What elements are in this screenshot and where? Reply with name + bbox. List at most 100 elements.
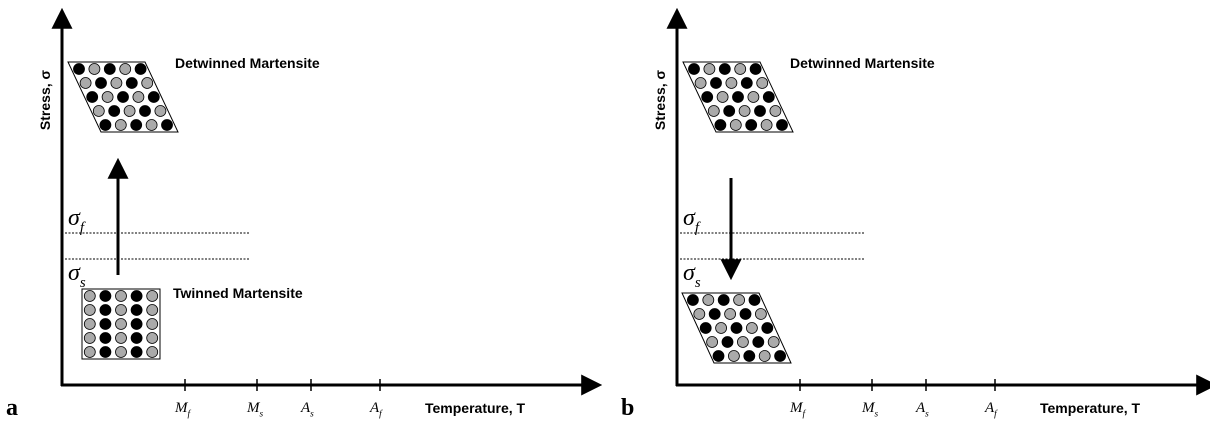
lattice-outline bbox=[682, 61, 794, 133]
tick-label: Mf bbox=[174, 400, 192, 420]
atom bbox=[115, 290, 127, 302]
atom bbox=[83, 290, 96, 302]
atom bbox=[99, 332, 112, 344]
subscript: f bbox=[803, 409, 807, 420]
atom bbox=[718, 63, 731, 75]
atom bbox=[99, 304, 112, 316]
atom bbox=[145, 119, 158, 131]
atom bbox=[776, 119, 788, 131]
subscript: s bbox=[80, 275, 86, 291]
stress-label: σs bbox=[68, 260, 86, 291]
atom bbox=[99, 346, 112, 358]
atom bbox=[125, 77, 138, 89]
atom bbox=[79, 77, 92, 89]
atom bbox=[706, 336, 718, 348]
atom bbox=[749, 63, 762, 75]
tick-label: Af bbox=[369, 400, 383, 420]
atom bbox=[774, 350, 786, 362]
atom bbox=[108, 105, 121, 117]
atom bbox=[746, 322, 758, 334]
symbol: σ bbox=[683, 260, 696, 286]
atom bbox=[769, 105, 782, 117]
atom bbox=[134, 63, 147, 75]
tick-label: Ms bbox=[246, 400, 264, 420]
atom bbox=[699, 322, 712, 334]
atom bbox=[88, 63, 101, 75]
subscript: s bbox=[925, 410, 929, 420]
tick-label: Af bbox=[984, 400, 998, 420]
tick-label: Ms bbox=[861, 400, 879, 420]
atom bbox=[754, 105, 766, 117]
subscript: f bbox=[994, 409, 998, 420]
atom bbox=[767, 336, 780, 348]
atom bbox=[83, 346, 96, 358]
atom bbox=[733, 294, 745, 306]
atom bbox=[732, 91, 744, 103]
atom bbox=[740, 77, 753, 89]
atom bbox=[721, 336, 734, 348]
atom bbox=[747, 91, 760, 103]
atom bbox=[703, 63, 716, 75]
atom bbox=[687, 294, 699, 306]
tick-label: As bbox=[300, 400, 314, 420]
atom bbox=[130, 318, 143, 330]
atom bbox=[130, 290, 143, 302]
atom bbox=[83, 318, 96, 330]
atom bbox=[745, 119, 758, 131]
x-axis-label: Temperature, T bbox=[1040, 400, 1141, 416]
atom bbox=[130, 346, 143, 358]
atom bbox=[99, 290, 112, 302]
atom bbox=[95, 77, 107, 89]
atom bbox=[123, 105, 136, 117]
atom bbox=[688, 63, 700, 75]
x-axis-label: Temperature, T bbox=[425, 400, 526, 416]
atom bbox=[146, 290, 159, 302]
symbol: σ bbox=[683, 205, 696, 231]
atom bbox=[161, 119, 173, 131]
atom bbox=[715, 322, 727, 334]
atom bbox=[737, 336, 749, 348]
panel-label: b bbox=[621, 395, 634, 421]
atom bbox=[86, 91, 99, 103]
atom bbox=[756, 77, 769, 89]
phase-label: Detwinned Martensite bbox=[790, 55, 935, 71]
tick-label: As bbox=[915, 400, 929, 420]
atom bbox=[710, 77, 722, 89]
subscript: f bbox=[379, 409, 383, 420]
atom bbox=[146, 332, 159, 344]
atom bbox=[728, 350, 740, 362]
phase-label: Detwinned Martensite bbox=[175, 55, 320, 71]
atom bbox=[73, 63, 85, 75]
atom bbox=[738, 105, 751, 117]
y-axis-label: Stress, σ bbox=[652, 70, 668, 131]
symbol: A bbox=[369, 400, 380, 416]
y-axis-label: Stress, σ bbox=[37, 70, 53, 131]
atom bbox=[147, 91, 160, 103]
atom bbox=[762, 91, 775, 103]
atom bbox=[99, 119, 112, 131]
atom bbox=[103, 63, 116, 75]
symbol: M bbox=[789, 400, 804, 416]
atom bbox=[115, 332, 127, 344]
lattice-outline bbox=[681, 292, 792, 364]
atom bbox=[146, 318, 159, 330]
atom bbox=[730, 322, 743, 334]
atom bbox=[117, 91, 129, 103]
stress-label: σs bbox=[683, 260, 701, 291]
atom bbox=[702, 294, 715, 306]
stress-label: σf bbox=[683, 205, 701, 236]
atom bbox=[141, 77, 154, 89]
atom bbox=[693, 308, 706, 320]
atom bbox=[701, 91, 714, 103]
atom bbox=[724, 308, 736, 320]
atom bbox=[760, 119, 773, 131]
subscript: s bbox=[875, 410, 879, 420]
atom bbox=[119, 63, 132, 75]
symbol: A bbox=[984, 400, 995, 416]
atom bbox=[132, 91, 145, 103]
subscript: f bbox=[188, 409, 192, 420]
atom bbox=[714, 119, 727, 131]
atom bbox=[734, 63, 747, 75]
